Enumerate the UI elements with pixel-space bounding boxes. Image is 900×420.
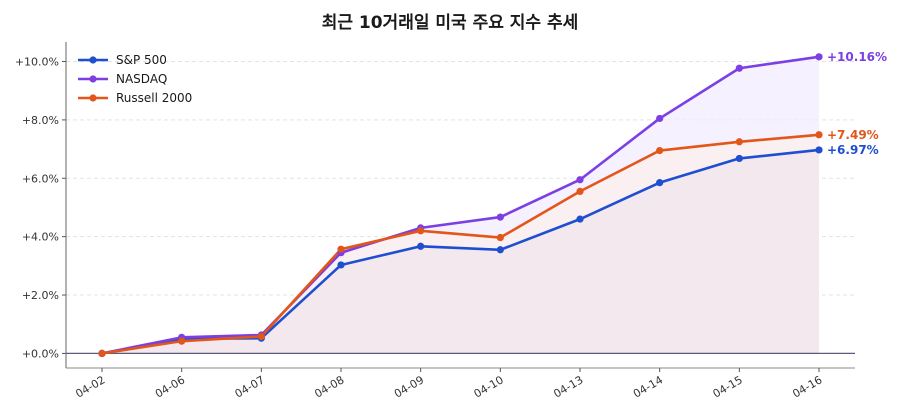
x-tick-label: 04-13 [551,373,585,400]
data-point [337,261,345,269]
axes [62,42,855,372]
data-point [496,246,504,254]
y-tick-label: +0.0% [22,347,59,360]
legend-label: Russell 2000 [116,91,192,105]
data-point [496,233,504,242]
x-tick-label: 04-08 [312,373,346,400]
series-points [98,53,823,358]
y-tick-label: +6.0% [22,172,59,185]
data-point [98,349,106,358]
data-point [257,332,265,341]
x-tick-label: 04-07 [233,373,267,400]
data-point [576,176,584,184]
area-fill [102,149,819,354]
x-tick-label: 04-10 [472,373,506,400]
data-point [656,179,664,187]
legend: S&P 500 NASDAQ Russell 2000 [78,53,192,105]
data-point [735,64,743,72]
data-point [735,154,743,163]
x-tick-label: 04-09 [392,373,426,400]
legend-label: S&P 500 [116,53,167,67]
y-tick-label: +2.0% [22,289,59,302]
end-value-label: +6.97% [827,143,879,157]
y-tick-label: +10.0% [15,56,59,69]
data-point [815,53,823,61]
series-lines [101,55,820,355]
legend-marker [89,75,97,83]
x-tick-label: 04-15 [711,373,745,400]
data-point [576,187,584,196]
legend-marker [89,94,97,102]
legend-label: NASDAQ [116,72,167,86]
x-tick-label: 04-06 [153,373,187,400]
data-point [496,213,504,221]
end-labels: +6.97% +10.16% +7.49% [827,50,887,157]
x-tick-label: 04-16 [790,373,824,400]
data-point [178,337,186,345]
series-line [101,55,820,355]
x-tick-label: 04-14 [631,373,665,400]
legend-marker [89,56,97,64]
data-point [656,146,664,155]
y-tick-label: +4.0% [22,231,59,244]
area-fills [102,56,819,354]
data-point [815,146,823,154]
data-point [656,114,664,123]
data-point [337,245,345,253]
y-tick-label: +8.0% [22,114,59,127]
series-line [101,133,820,355]
chart-title: 최근 10거래일 미국 주요 지수 추세 [322,13,579,33]
end-value-label: +10.16% [827,50,887,64]
data-point [417,227,425,235]
end-value-label: +7.49% [827,128,879,142]
x-tick-label: 04-02 [73,373,107,400]
data-point [576,215,584,223]
data-point [735,138,743,146]
data-point [417,242,425,250]
data-point [815,131,823,139]
